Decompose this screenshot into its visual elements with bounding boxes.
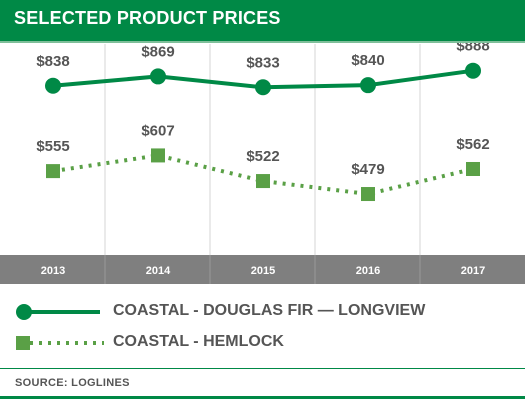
- data-label: $555: [36, 138, 69, 155]
- legend-swatch-solid-circle: [16, 304, 100, 320]
- data-point: [465, 62, 481, 79]
- data-label: $840: [351, 52, 384, 69]
- legend-label-douglas-fir: COASTAL - DOUGLAS FIR — LONGVIEW: [113, 302, 426, 319]
- data-point: [361, 187, 375, 202]
- chart-title: SELECTED PRODUCT PRICES: [14, 8, 281, 28]
- data-point: [466, 161, 480, 176]
- data-point: [150, 68, 166, 85]
- bottom-border: [0, 396, 525, 399]
- x-tick-label: 2016: [356, 265, 380, 277]
- data-label: $838: [36, 53, 69, 70]
- x-tick-label: 2015: [251, 265, 275, 277]
- x-tick-label: 2013: [41, 265, 65, 277]
- data-point: [256, 174, 270, 189]
- x-axis-band: 2013 2014 2015 2016 2017: [0, 255, 525, 284]
- legend: COASTAL - DOUGLAS FIR — LONGVIEW COASTAL…: [0, 292, 525, 372]
- data-label: $833: [246, 54, 279, 71]
- x-axis-background: [0, 255, 525, 284]
- legend-swatch-dotted-square: [16, 336, 104, 350]
- data-label: $479: [351, 161, 384, 178]
- data-label: $562: [456, 136, 489, 153]
- legend-label-hemlock: COASTAL - HEMLOCK: [113, 333, 284, 350]
- legend-item-hemlock: COASTAL - HEMLOCK: [0, 329, 525, 359]
- data-label: $607: [141, 122, 174, 139]
- legend-item-douglas-fir: COASTAL - DOUGLAS FIR — LONGVIEW: [0, 296, 525, 326]
- data-point: [255, 79, 271, 96]
- data-point: [45, 77, 61, 94]
- x-tick-label: 2017: [461, 265, 485, 277]
- source-note: SOURCE: LOGLINES: [15, 377, 130, 389]
- data-point: [46, 164, 60, 179]
- data-point: [360, 77, 376, 94]
- data-label: $522: [246, 148, 279, 165]
- legend-divider: [0, 368, 525, 369]
- series-layer: $838$869$833 $840$888$555$607$522$479$562: [36, 38, 490, 202]
- data-label: $869: [141, 43, 174, 60]
- header-divider: [0, 41, 525, 43]
- data-point: [151, 148, 165, 163]
- chart-header: SELECTED PRODUCT PRICES: [0, 0, 525, 41]
- x-tick-label: 2014: [146, 265, 171, 277]
